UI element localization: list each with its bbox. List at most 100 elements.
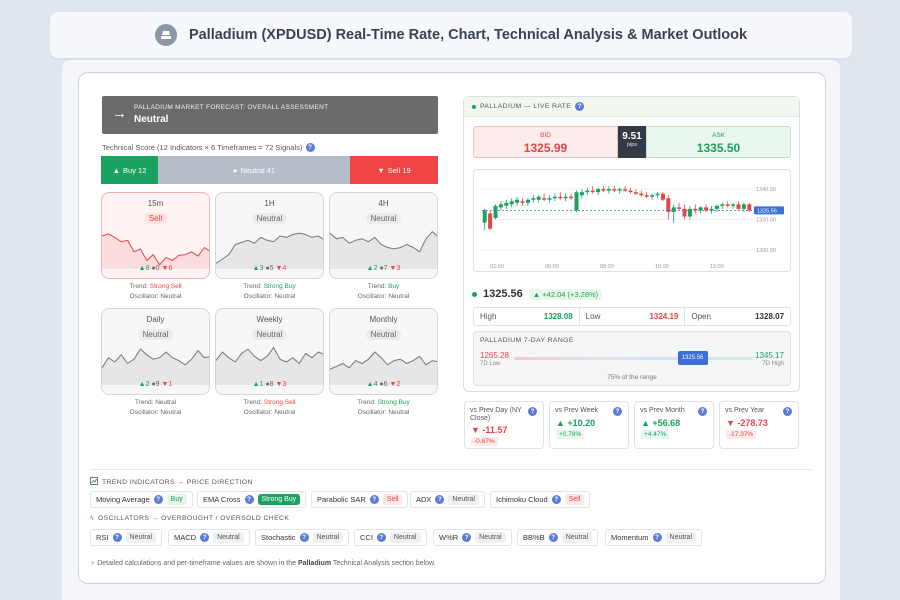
trend-value: Neutral <box>155 399 177 406</box>
indicator-signal: Buy <box>166 494 187 505</box>
candle-body <box>633 192 638 194</box>
candle-body <box>725 204 730 206</box>
indicator-signal: Neutral <box>561 532 593 543</box>
indicator-chip-momentum[interactable]: Momentum? Neutral <box>605 529 703 546</box>
help-icon[interactable]: ? <box>613 407 622 416</box>
signal-counts: ▲2 ●9 ▼1 <box>102 381 209 388</box>
spread-unit: pips <box>626 142 638 148</box>
help-icon[interactable]: ? <box>305 143 315 152</box>
help-icon[interactable]: ? <box>435 495 445 504</box>
help-icon[interactable]: ? <box>462 533 472 542</box>
candle-body <box>612 189 617 191</box>
timeframe-status: Neutral <box>251 329 288 340</box>
help-icon[interactable]: ? <box>369 495 379 504</box>
candle-body <box>704 207 709 211</box>
candle-body <box>682 208 687 217</box>
timeframe-status: Sell <box>143 213 168 224</box>
price-change-badge: ▲ +42.04 (+3.28%) <box>528 288 603 300</box>
score-neutral-segment: ● Neutral 41 <box>158 156 350 184</box>
live-rate-title: PALLADIUM — LIVE RATE <box>480 103 572 110</box>
help-icon[interactable]: ? <box>548 533 558 542</box>
help-icon[interactable]: ? <box>698 407 707 416</box>
candle-body <box>666 198 671 212</box>
score-sell-segment: ▼ Sell 19 <box>350 156 438 184</box>
help-icon[interactable]: ? <box>575 102 585 111</box>
timeframe-tile-weekly[interactable]: Weekly Neutral ▲1 ●8 ▼3 <box>215 308 324 395</box>
indicator-chip-bb-b[interactable]: BB%B? Neutral <box>517 529 599 546</box>
candle-body <box>504 202 509 206</box>
timeframe-tile-15m[interactable]: 15m Sell ▲8 ●0 ▼6 <box>101 192 210 279</box>
oscillator-line: Oscillator: Neutral <box>243 293 296 300</box>
candlestick-chart[interactable]: 1340.00 1320.00 1300.00 1325.56 02:00 06:00 08… <box>474 170 792 273</box>
neutral-count: ●9 <box>151 381 160 388</box>
score-buy: Buy 12 <box>123 165 147 175</box>
buy-count: ▲2 <box>366 265 378 272</box>
timeframe-tile-4h[interactable]: 4H Neutral ▲2 ●7 ▼3 <box>329 192 438 279</box>
timeframe-status: Neutral <box>365 329 402 340</box>
candle-body <box>741 204 746 209</box>
indicator-chip-rsi[interactable]: RSI? Neutral <box>90 529 163 546</box>
forecast-value: Neutral <box>134 114 169 125</box>
candle-body <box>698 207 703 211</box>
help-icon[interactable]: ? <box>376 533 386 542</box>
help-icon[interactable]: ? <box>200 533 210 542</box>
help-icon[interactable]: ? <box>551 495 561 504</box>
indicator-chip-parabolic-sar[interactable]: Parabolic SAR? Sell <box>311 491 409 508</box>
help-icon[interactable]: ? <box>153 495 163 504</box>
trend-line: Trend: Buy <box>367 283 400 290</box>
timeframe-name: 4H <box>378 199 389 208</box>
indicator-chip-ichimoku-cloud[interactable]: Ichimoku Cloud? Sell <box>490 491 591 508</box>
high-value: 1328.08 <box>543 312 573 321</box>
help-icon[interactable]: ? <box>244 495 254 504</box>
sell-count: ▼3 <box>389 265 401 272</box>
comparison-card: vs Prev Month? ▲ +56.68 +4.47% <box>634 401 714 449</box>
comparison-value: ▲ +10.20 <box>556 418 596 428</box>
timeframe-info: Trend: Neutral Oscillator: Neutral <box>101 398 210 418</box>
sell-count: ▼4 <box>275 265 287 272</box>
help-icon[interactable]: ? <box>783 407 792 416</box>
indicator-name: Moving Average <box>96 495 150 504</box>
indicator-chip-w-r[interactable]: W%R? Neutral <box>433 529 512 546</box>
low-label: Low <box>585 312 601 321</box>
timeframe-tile-daily[interactable]: Daily Neutral ▲2 ●9 ▼1 <box>101 308 210 395</box>
bulb-icon: ♀ <box>90 560 96 567</box>
low-value: 1324.19 <box>649 312 679 321</box>
buy-count: ▲3 <box>252 265 264 272</box>
indicator-name: EMA Cross <box>203 495 241 504</box>
triangle-up-icon: ▲ <box>532 289 543 299</box>
timeframe-tile-1h[interactable]: 1H Neutral ▲3 ●5 ▼4 <box>215 192 324 279</box>
indicator-chip-cci[interactable]: CCI? Neutral <box>354 529 427 546</box>
overall-forecast-banner: → PALLADIUM MARKET FORECAST: OVERALL ASS… <box>102 96 438 134</box>
timeframe-status: Neutral <box>251 213 288 224</box>
timeframe-name: Daily <box>146 315 165 324</box>
candle-body <box>639 193 644 196</box>
timeframe-name: 15m <box>147 199 164 208</box>
candle-body <box>709 208 714 211</box>
timeframe-info: Trend: Buy Oscillator: Neutral <box>329 282 438 302</box>
help-icon[interactable]: ? <box>528 407 537 416</box>
candle-body <box>547 198 552 200</box>
timeframe-name: 1H <box>264 199 275 208</box>
buy-count: ▲1 <box>252 381 264 388</box>
open-cell: Open 1328.07 <box>685 308 790 325</box>
candle-body <box>493 205 498 218</box>
technical-score-label: Technical Score (12 Indicators × 6 Timef… <box>102 143 315 152</box>
candle-body <box>542 198 547 200</box>
indicator-chip-adx[interactable]: ADX? Neutral <box>410 491 485 508</box>
x-tick-label: 08:00 <box>600 264 614 270</box>
seven-day-range: PALLADIUM 7-DAY RANGE 1265.28 7D Low 134… <box>473 331 791 386</box>
timeframe-tile-monthly[interactable]: Monthly Neutral ▲4 ●6 ▼2 <box>329 308 438 395</box>
help-icon[interactable]: ? <box>652 533 662 542</box>
help-icon[interactable]: ? <box>112 533 122 542</box>
candle-body <box>536 196 541 200</box>
candle-body <box>650 195 655 197</box>
price-chart[interactable]: 1340.00 1320.00 1300.00 1325.56 02:00 06:00 08… <box>473 169 791 272</box>
indicator-chip-macd[interactable]: MACD? Neutral <box>168 529 250 546</box>
indicator-chip-moving-average[interactable]: Moving Average? Buy <box>90 491 193 508</box>
help-icon[interactable]: ? <box>299 533 309 542</box>
indicator-chip-stochastic[interactable]: Stochastic? Neutral <box>255 529 350 546</box>
lightning-icon: ϟ <box>90 515 94 522</box>
x-tick-label: 02:00 <box>490 264 504 270</box>
footer-note: ♀ Detailed calculations and per-timefram… <box>90 560 436 567</box>
indicator-chip-ema-cross[interactable]: EMA Cross? Strong Buy <box>197 491 307 508</box>
